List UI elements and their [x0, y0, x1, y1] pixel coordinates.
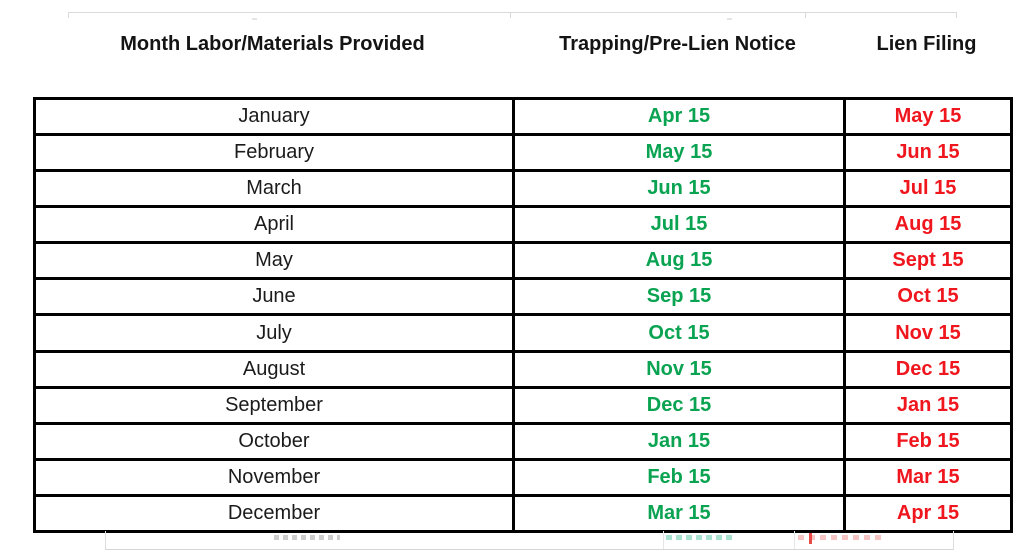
month-cell: April — [33, 205, 515, 245]
table-row: June Sep 15 Oct 15 — [33, 277, 1013, 317]
notice-cell: Dec 15 — [512, 385, 846, 425]
cropped-month-text-remnant — [274, 535, 340, 540]
cropped-row-top-tick — [510, 12, 511, 18]
artifact-speck — [252, 18, 257, 20]
filing-cell: May 15 — [843, 96, 1013, 137]
month-cell: March — [33, 169, 515, 209]
filing-cell: Feb 15 — [843, 421, 1013, 461]
month-cell: May — [33, 241, 515, 281]
lien-deadline-table-body: January Apr 15 May 15 February May 15 Jun 15 M… — [33, 96, 1013, 534]
notice-cell: Feb 15 — [512, 457, 846, 497]
month-cell: July — [33, 313, 515, 353]
month-cell: August — [33, 349, 515, 389]
notice-cell: Jun 15 — [512, 169, 846, 209]
month-cell: January — [33, 96, 515, 137]
table-row: August Nov 15 Dec 15 — [33, 349, 1013, 389]
cropped-filing-text-remnant — [798, 535, 882, 540]
artifact-speck — [727, 18, 732, 20]
table-row: September Dec 15 Jan 15 — [33, 385, 1013, 425]
notice-cell: Aug 15 — [512, 241, 846, 281]
notice-cell: Mar 15 — [512, 493, 846, 534]
lien-deadline-table: January Apr 15 May 15 February May 15 Jun 15 M… — [33, 96, 1013, 534]
cropped-row-divider — [663, 531, 664, 549]
table-row: April Jul 15 Aug 15 — [33, 205, 1013, 245]
table-row: November Feb 15 Mar 15 — [33, 457, 1013, 497]
filing-cell: Aug 15 — [843, 205, 1013, 245]
filing-cell: Mar 15 — [843, 457, 1013, 497]
cropped-row-top-tick — [805, 12, 806, 18]
column-header-trapping-pre-lien-notice: Trapping/Pre-Lien Notice — [559, 32, 796, 55]
column-header-lien-filing: Lien Filing — [876, 32, 977, 55]
notice-cell: Nov 15 — [512, 349, 846, 389]
filing-cell: Dec 15 — [843, 349, 1013, 389]
month-cell: June — [33, 277, 515, 317]
notice-cell: May 15 — [512, 133, 846, 173]
table-row: July Oct 15 Nov 15 — [33, 313, 1013, 353]
notice-cell: Sep 15 — [512, 277, 846, 317]
filing-cell: Nov 15 — [843, 313, 1013, 353]
notice-cell: Jul 15 — [512, 205, 846, 245]
cropped-row-divider — [794, 531, 795, 549]
table-row: December Mar 15 Apr 15 — [33, 493, 1013, 534]
filing-cell: Oct 15 — [843, 277, 1013, 317]
table-row: October Jan 15 Feb 15 — [33, 421, 1013, 461]
filing-cell: Sept 15 — [843, 241, 1013, 281]
notice-cell: Jan 15 — [512, 421, 846, 461]
notice-cell: Oct 15 — [512, 313, 846, 353]
table-row: March Jun 15 Jul 15 — [33, 169, 1013, 209]
column-header-month-labor-materials: Month Labor/Materials Provided — [120, 32, 425, 55]
month-cell: November — [33, 457, 515, 497]
table-row: February May 15 Jun 15 — [33, 133, 1013, 173]
cropped-row-top-tick — [956, 12, 957, 18]
month-cell: October — [33, 421, 515, 461]
filing-cell: Jun 15 — [843, 133, 1013, 173]
cropped-row-top-border — [68, 12, 957, 13]
filing-cell: Jul 15 — [843, 169, 1013, 209]
month-cell: February — [33, 133, 515, 173]
month-cell: September — [33, 385, 515, 425]
cropped-filing-mark — [809, 533, 812, 544]
cropped-row-bottom-remnant — [105, 531, 954, 550]
filing-cell: Apr 15 — [843, 493, 1013, 534]
table-row: May Aug 15 Sept 15 — [33, 241, 1013, 281]
cropped-notice-text-remnant — [666, 535, 736, 540]
table-row: January Apr 15 May 15 — [33, 96, 1013, 137]
cropped-row-top-tick — [68, 12, 69, 18]
notice-cell: Apr 15 — [512, 96, 846, 137]
month-cell: December — [33, 493, 515, 534]
filing-cell: Jan 15 — [843, 385, 1013, 425]
